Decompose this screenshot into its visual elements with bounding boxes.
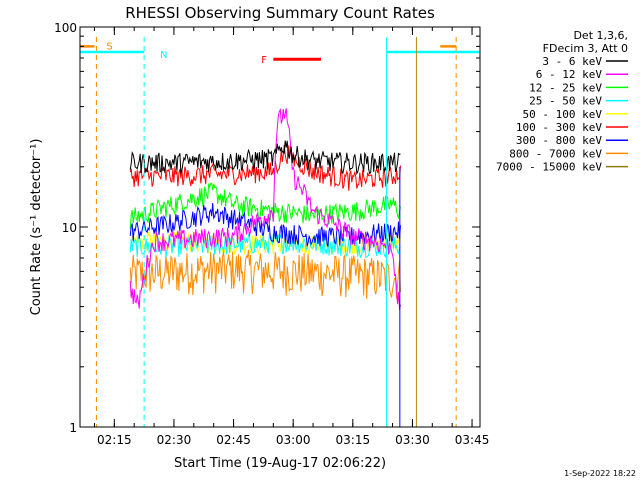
y-tick-label-1: 10	[62, 221, 77, 235]
legend-label-2: 12 - 25 keV	[529, 81, 602, 94]
legend-label-0: 3 - 6 keV	[542, 55, 602, 68]
legend-label-3: 25 - 50 keV	[529, 95, 602, 108]
legend-header-0: Det 1,3,6,	[573, 29, 628, 42]
legend-label-5: 100 - 300 keV	[516, 121, 602, 134]
x-tick-label-2: 02:45	[216, 433, 251, 447]
vlines-layer	[95, 37, 457, 427]
series-line-1	[129, 107, 401, 310]
series-line-7	[129, 249, 401, 299]
plot-frame	[79, 26, 481, 428]
legend-label-7: 800 - 7000 keV	[509, 147, 602, 160]
chart-title: RHESSI Observing Summary Count Rates	[125, 4, 435, 22]
x-axis-label: Start Time (19-Aug-17 02:06:22)	[174, 456, 386, 471]
x-tick-label-4: 03:15	[336, 433, 371, 447]
flag-label-1: N	[160, 50, 167, 61]
flag-label-0: S	[106, 41, 112, 52]
x-tick-label-5: 03:30	[395, 433, 430, 447]
series-line-0	[129, 140, 401, 176]
data-layer	[129, 107, 401, 310]
series-line-2	[129, 182, 401, 229]
legend-label-8: 7000 - 15000 keV	[496, 161, 602, 174]
y-axis-label: Count Rate (s⁻¹ detector⁻¹)	[29, 139, 44, 316]
axes-layer: 02:15 02:30 02:45 03:00 03:15 03:30 03:45 1 10 10…	[54, 21, 489, 447]
legend-header-1: FDecim 3, Att 0	[543, 42, 628, 55]
legend-label-1: 6 - 12 keV	[536, 68, 603, 81]
x-tick-label-1: 02:30	[157, 433, 192, 447]
flags-layer: S N F	[80, 41, 480, 66]
legend-label-4: 50 - 100 keV	[523, 108, 603, 121]
footer-date: 1-Sep-2022 18:22	[564, 469, 636, 478]
y-tick-label-0: 1	[69, 421, 77, 435]
x-tick-label-6: 03:45	[455, 433, 490, 447]
x-tick-label-3: 03:00	[276, 433, 311, 447]
x-tick-label-0: 02:15	[97, 433, 132, 447]
y-tick-label-2: 100	[54, 21, 77, 35]
series-line-5	[129, 144, 401, 191]
legend-label-6: 300 - 800 keV	[516, 134, 602, 147]
flag-label-4: F	[261, 55, 267, 66]
